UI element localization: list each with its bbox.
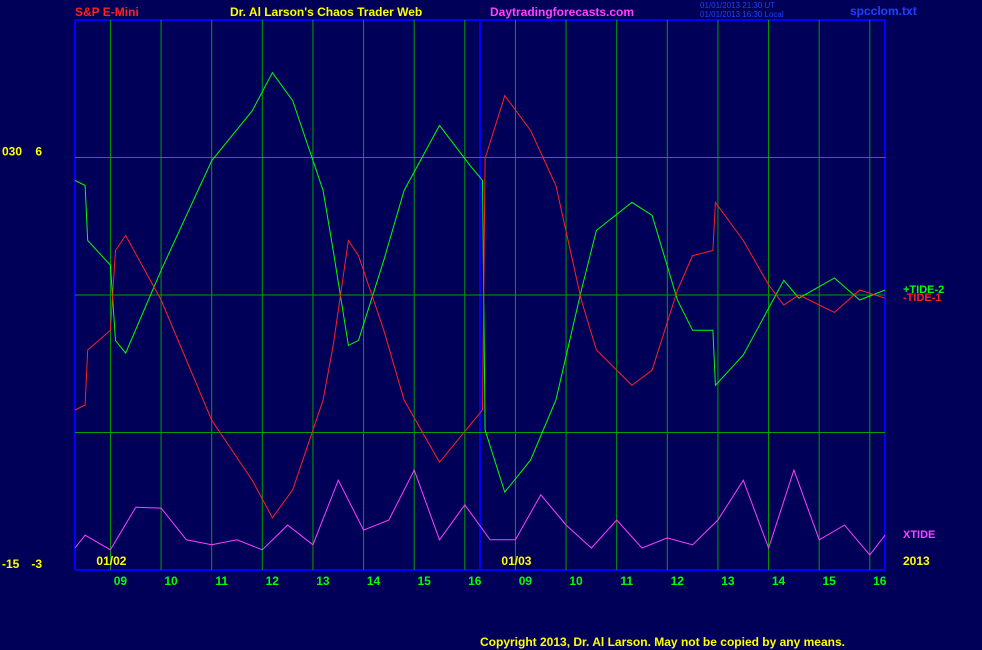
x-tick-label: 10 [164,574,178,588]
timestamp: 01/01/2013 16:30 Local [700,10,784,19]
y2-tick-label: 030 [2,145,22,159]
x-tick-label: 12 [266,574,280,588]
series-line [74,468,886,556]
x-tick-label: 11 [215,574,228,588]
legend-label: +TIDE-2 [903,284,944,296]
x-tick-label: 15 [418,574,432,588]
site: Daytradingforecasts.com [490,5,634,19]
file-name: spcclom.txt [850,4,917,18]
x-tick-label: 13 [721,574,735,588]
x-tick-label: 12 [671,574,685,588]
date-label: 01/02 [96,554,126,568]
y-tick-label: -3 [31,557,42,571]
x-tick-label: 10 [569,574,583,588]
x-tick-label: 16 [873,574,887,588]
chart-title: Dr. Al Larson's Chaos Trader Web [230,5,422,19]
timestamp: 01/01/2013 21:30 UT [700,1,775,10]
series-line [74,94,886,519]
x-tick-label: 15 [823,574,837,588]
x-tick-label: 13 [316,574,330,588]
copyright: Copyright 2013, Dr. Al Larson. May not b… [480,635,845,649]
series-line [74,71,886,494]
legend-label: XTIDE [903,529,935,541]
x-tick-label: 14 [772,574,786,588]
legend-label: -TIDE-1 [903,292,942,304]
date-label: 01/03 [501,554,531,568]
y2-tick-label: -15 [2,557,20,571]
symbol: S&P E-Mini [75,5,139,19]
x-tick-label: 11 [620,574,633,588]
x-tick-label: 16 [468,574,482,588]
x-tick-label: 09 [114,574,128,588]
year-label: 2013 [903,554,930,568]
x-tick-label: 14 [367,574,381,588]
y-tick-label: 6 [35,145,42,159]
x-tick-label: 09 [519,574,533,588]
